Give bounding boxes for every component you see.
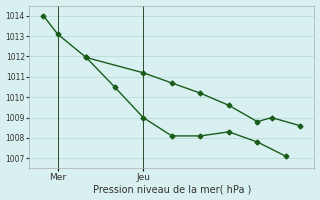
X-axis label: Pression niveau de la mer( hPa ): Pression niveau de la mer( hPa ) (92, 184, 251, 194)
